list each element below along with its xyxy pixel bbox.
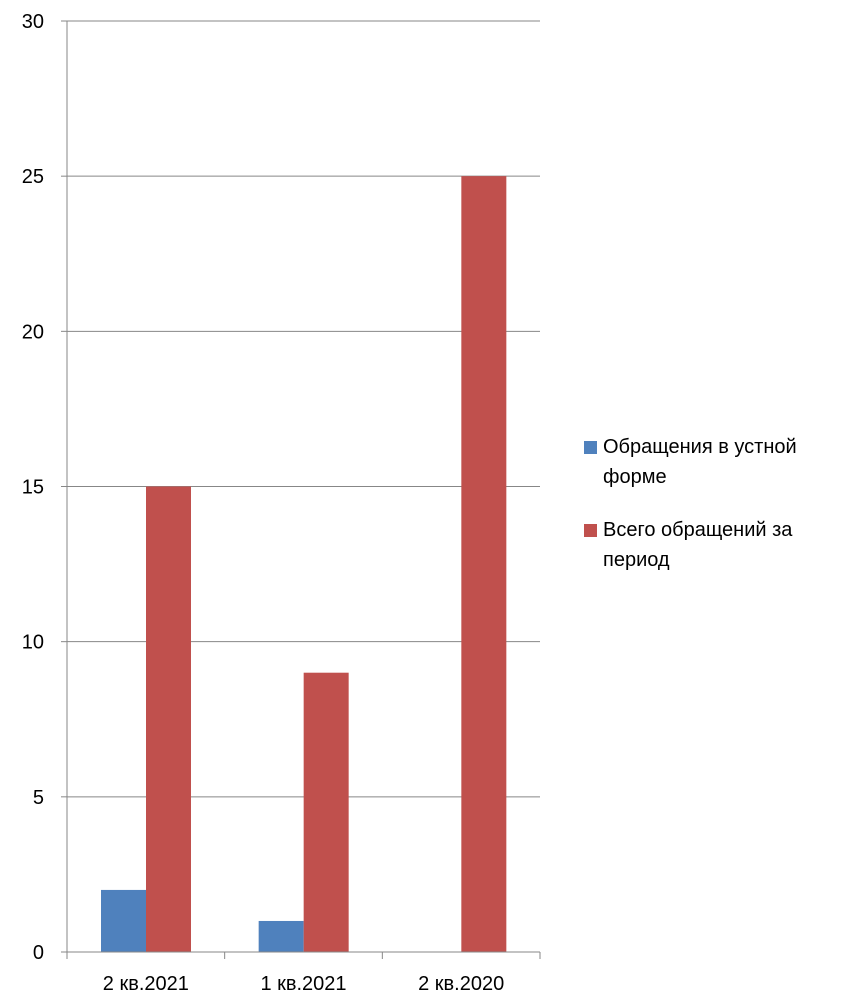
bars [101, 176, 507, 952]
legend: Обращения в устной форме Всего обращений… [584, 432, 839, 598]
axes [61, 20, 541, 959]
y-tick-label-25: 25 [22, 166, 44, 188]
y-tick-label-15: 15 [22, 477, 44, 499]
y-tick-label-10: 10 [22, 632, 44, 654]
legend-item-oral: Обращения в устной форме [584, 432, 839, 492]
legend-label-total: Всего обращений за период [603, 519, 793, 571]
bar-total-1 [303, 672, 349, 952]
bar-total-0 [146, 486, 191, 952]
x-tick-label-2: 2 кв.2020 [418, 973, 504, 995]
x-tick-label-1: 1 кв.2021 [260, 973, 346, 995]
x-tick-label-0: 2 кв.2021 [103, 973, 189, 995]
y-tick-label-30: 30 [22, 11, 44, 33]
legend-label-oral: Обращения в устной форме [603, 436, 797, 488]
y-tick-labels: 0 5 10 15 20 25 30 [22, 11, 44, 964]
legend-swatch-oral [584, 441, 597, 454]
legend-swatch-total [584, 524, 597, 537]
gridlines [67, 20, 540, 798]
y-tick-label-5: 5 [33, 787, 44, 809]
x-tick-labels: 2 кв.2021 1 кв.2021 2 кв.2020 [103, 973, 504, 995]
bar-oral-1 [258, 920, 304, 952]
bar-oral-0 [101, 889, 146, 952]
legend-item-total: Всего обращений за период [584, 515, 839, 575]
y-tick-label-20: 20 [22, 321, 44, 343]
y-tick-label-0: 0 [33, 942, 44, 964]
bar-total-2 [461, 176, 507, 952]
